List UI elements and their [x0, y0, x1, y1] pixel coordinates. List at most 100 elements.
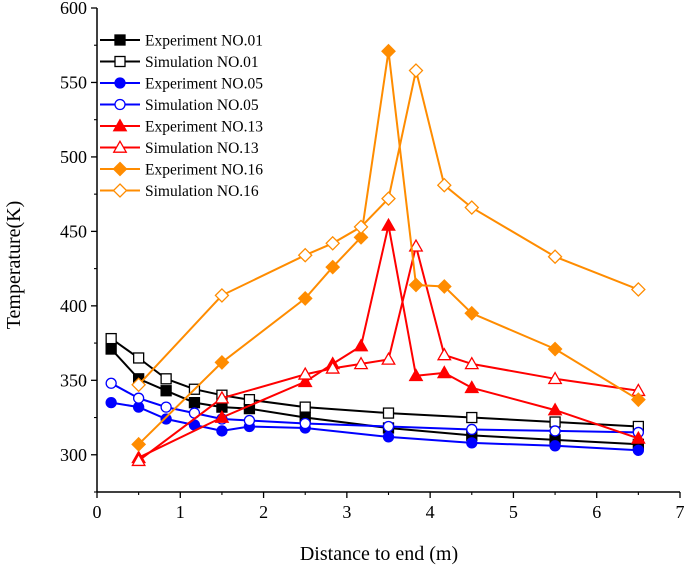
data-point [632, 444, 645, 456]
legend-item: Experiment NO.13 [100, 118, 263, 136]
series-simulation-no-05 [105, 377, 645, 439]
legend-marker [112, 183, 128, 198]
x-tick-label: 2 [259, 502, 268, 522]
y-tick-label: 350 [60, 370, 87, 390]
data-point [105, 377, 117, 389]
legend-marker [114, 77, 126, 89]
y-tick-label: 400 [60, 296, 87, 316]
data-point [216, 425, 228, 437]
x-tick-label: 6 [592, 502, 601, 522]
series-simulation-no-01 [105, 332, 645, 433]
data-point [353, 338, 369, 352]
data-point [408, 368, 424, 382]
y-tick-label: 600 [60, 0, 87, 18]
y-axis-label: Temperature(K) [3, 201, 25, 330]
data-point [353, 356, 369, 370]
legend-marker [114, 55, 126, 68]
legend-label: Simulation NO.01 [145, 54, 259, 71]
data-point [464, 200, 480, 215]
data-point [436, 365, 452, 379]
legend-marker [114, 34, 126, 46]
data-point [131, 436, 147, 452]
x-axis-label: Distance to end (m) [300, 543, 458, 565]
data-point [325, 235, 341, 251]
data-point [464, 305, 480, 321]
data-point [630, 430, 646, 444]
data-point [630, 282, 646, 297]
legend-label: Experiment NO.13 [145, 119, 263, 136]
data-point [547, 402, 563, 416]
x-tick-label: 4 [426, 502, 435, 522]
data-point [160, 373, 172, 385]
x-tick-label: 1 [176, 502, 185, 522]
legend-marker [112, 118, 128, 132]
data-point [381, 351, 396, 365]
legend-item: Experiment NO.16 [100, 162, 263, 179]
data-point [549, 440, 561, 452]
legend-label: Simulation NO.13 [145, 140, 259, 157]
legend: Experiment NO.01 Simulation NO.01 Experime… [100, 33, 263, 200]
data-point [132, 392, 145, 404]
data-point [466, 423, 478, 436]
data-point [214, 288, 230, 303]
axes: 0 1 2 3 4 5 6 7 300 350 400 450 500 550 600 [60, 0, 685, 522]
legend-marker [114, 98, 126, 111]
data-point [408, 238, 424, 252]
data-point [464, 356, 480, 370]
legend-marker [112, 161, 128, 177]
data-point [436, 347, 452, 361]
data-point [297, 374, 313, 388]
y-tick-label: 500 [60, 147, 87, 167]
data-point [214, 355, 230, 370]
data-point [466, 411, 478, 424]
data-point [297, 366, 313, 380]
x-tick-label: 3 [342, 502, 351, 522]
legend-label: Experiment NO.05 [145, 76, 263, 93]
legend-item: Simulation NO.05 [100, 97, 259, 114]
data-point [547, 341, 563, 357]
data-point [299, 401, 311, 413]
series-simulation-no-13 [131, 238, 646, 467]
data-point [549, 425, 561, 437]
legend-label: Experiment NO.01 [145, 33, 263, 50]
data-point [105, 343, 117, 355]
data-point [630, 392, 646, 408]
data-point [105, 396, 117, 409]
x-tick-label: 0 [93, 502, 102, 522]
data-point [381, 217, 396, 231]
data-point [382, 407, 395, 419]
legend-item: Experiment NO.01 [100, 33, 263, 50]
legend-item: Simulation NO.01 [100, 54, 259, 71]
data-point [214, 409, 230, 423]
series-experiment-no-13 [131, 217, 646, 464]
data-point [408, 277, 424, 293]
data-point [299, 417, 311, 430]
data-point [160, 401, 172, 413]
legend-item: Experiment NO.05 [100, 76, 263, 93]
legend-label: Experiment NO.16 [145, 162, 263, 179]
data-point [131, 453, 147, 467]
data-point [131, 377, 147, 393]
data-point [381, 43, 396, 59]
series-simulation-no-16 [131, 63, 646, 393]
plot-area [105, 43, 646, 467]
data-point [382, 420, 395, 433]
legend-item: Simulation NO.13 [100, 139, 259, 157]
data-point [132, 352, 145, 364]
data-point [297, 247, 313, 263]
data-point [105, 332, 117, 345]
data-point [160, 413, 172, 425]
data-point [214, 390, 230, 404]
legend-label: Simulation NO.05 [145, 97, 259, 114]
data-point [547, 371, 563, 385]
data-point [325, 360, 341, 374]
data-point [353, 229, 369, 245]
data-point [160, 385, 172, 397]
data-point [436, 177, 452, 193]
x-tick-label: 7 [676, 502, 685, 522]
data-point [382, 431, 395, 443]
data-point [547, 249, 563, 265]
legend-label: Simulation NO.16 [145, 183, 259, 200]
data-point [381, 191, 396, 207]
